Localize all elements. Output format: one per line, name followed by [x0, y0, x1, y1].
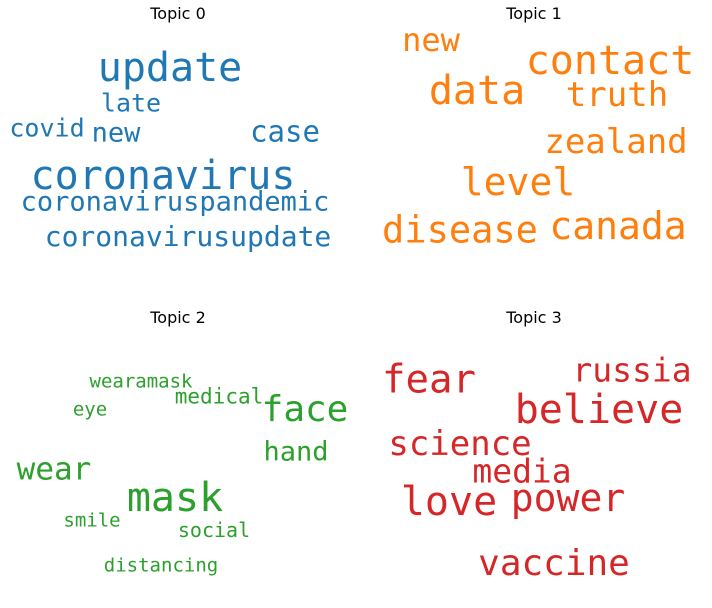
topic-3-word-media: media — [472, 451, 572, 491]
topic-2-word-social: social — [177, 518, 251, 542]
topic-3-wordcloud: believe love fear power vaccine science media r… — [356, 304, 712, 608]
topic-1-word-disease: disease — [382, 208, 538, 252]
topic-2-word-eye: eye — [72, 398, 108, 421]
topic-2-word-wearamask: wearamask — [89, 370, 193, 393]
topic-0-word-new: new — [91, 117, 141, 149]
topic-1-word-truth: truth — [565, 75, 669, 115]
topic-3-word-russia: russia — [572, 350, 692, 390]
topic-0-panel: Topic 0 update coronavirus coronavirusupda… — [0, 0, 356, 304]
topic-3-word-fear: fear — [382, 357, 476, 403]
topic-3-word-science: science — [388, 424, 532, 464]
topic-3-panel: Topic 3 believe love fear power vaccine scien… — [356, 304, 712, 608]
topic-0-wordcloud: update coronavirus coronavirusupdate corona… — [0, 0, 356, 304]
topic-2-word-wear: wear — [16, 451, 92, 488]
topic-3-title: Topic 3 — [506, 308, 562, 327]
topic-0-word-covid: covid — [9, 113, 85, 143]
topic-2-word-mask: mask — [126, 475, 224, 521]
topic-2-word-hand: hand — [263, 436, 329, 468]
topic-1-word-data: data — [428, 68, 526, 114]
topic-0-word-coronavirus: coronavirus — [30, 153, 296, 199]
topic-0-word-case: case — [250, 114, 320, 149]
topic-3-word-power: power — [510, 476, 626, 520]
topic-1-word-new: new — [402, 21, 460, 59]
topic-0-word-update: update — [97, 45, 243, 91]
topic-1-word-zealand: zealand — [544, 122, 688, 162]
topic-0-title: Topic 0 — [150, 4, 206, 23]
topic-2-panel: Topic 2 mask face wear hand medical social wea… — [0, 304, 356, 608]
topic-1-wordcloud: contact data canada level disease truth zealan… — [356, 0, 712, 304]
topic-0-word-late: late — [100, 88, 162, 118]
topic-3-word-believe: believe — [514, 387, 684, 433]
topic-2-word-face: face — [261, 389, 349, 430]
topic-1-title: Topic 1 — [506, 4, 562, 23]
topic-2-title: Topic 2 — [150, 308, 206, 327]
topic-1-word-level: level — [460, 160, 576, 204]
topic-0-word-coronavirusupdate: coronavirusupdate — [44, 220, 332, 253]
topic-1-word-contact: contact — [525, 38, 695, 84]
topic-3-word-vaccine: vaccine — [478, 543, 630, 584]
topic-2-word-distancing: distancing — [103, 554, 219, 577]
topic-1-panel: Topic 1 contact data canada level disease tru… — [356, 0, 712, 304]
topic-2-word-smile: smile — [63, 509, 121, 532]
topic-2-word-medical: medical — [174, 384, 264, 409]
topic-1-word-canada: canada — [549, 204, 687, 248]
topic-3-word-love: love — [400, 479, 498, 525]
topic-0-word-coronaviruspandemic: coronaviruspandemic — [20, 186, 330, 218]
topic-2-wordcloud: mask face wear hand medical social wearamask di… — [0, 304, 356, 608]
